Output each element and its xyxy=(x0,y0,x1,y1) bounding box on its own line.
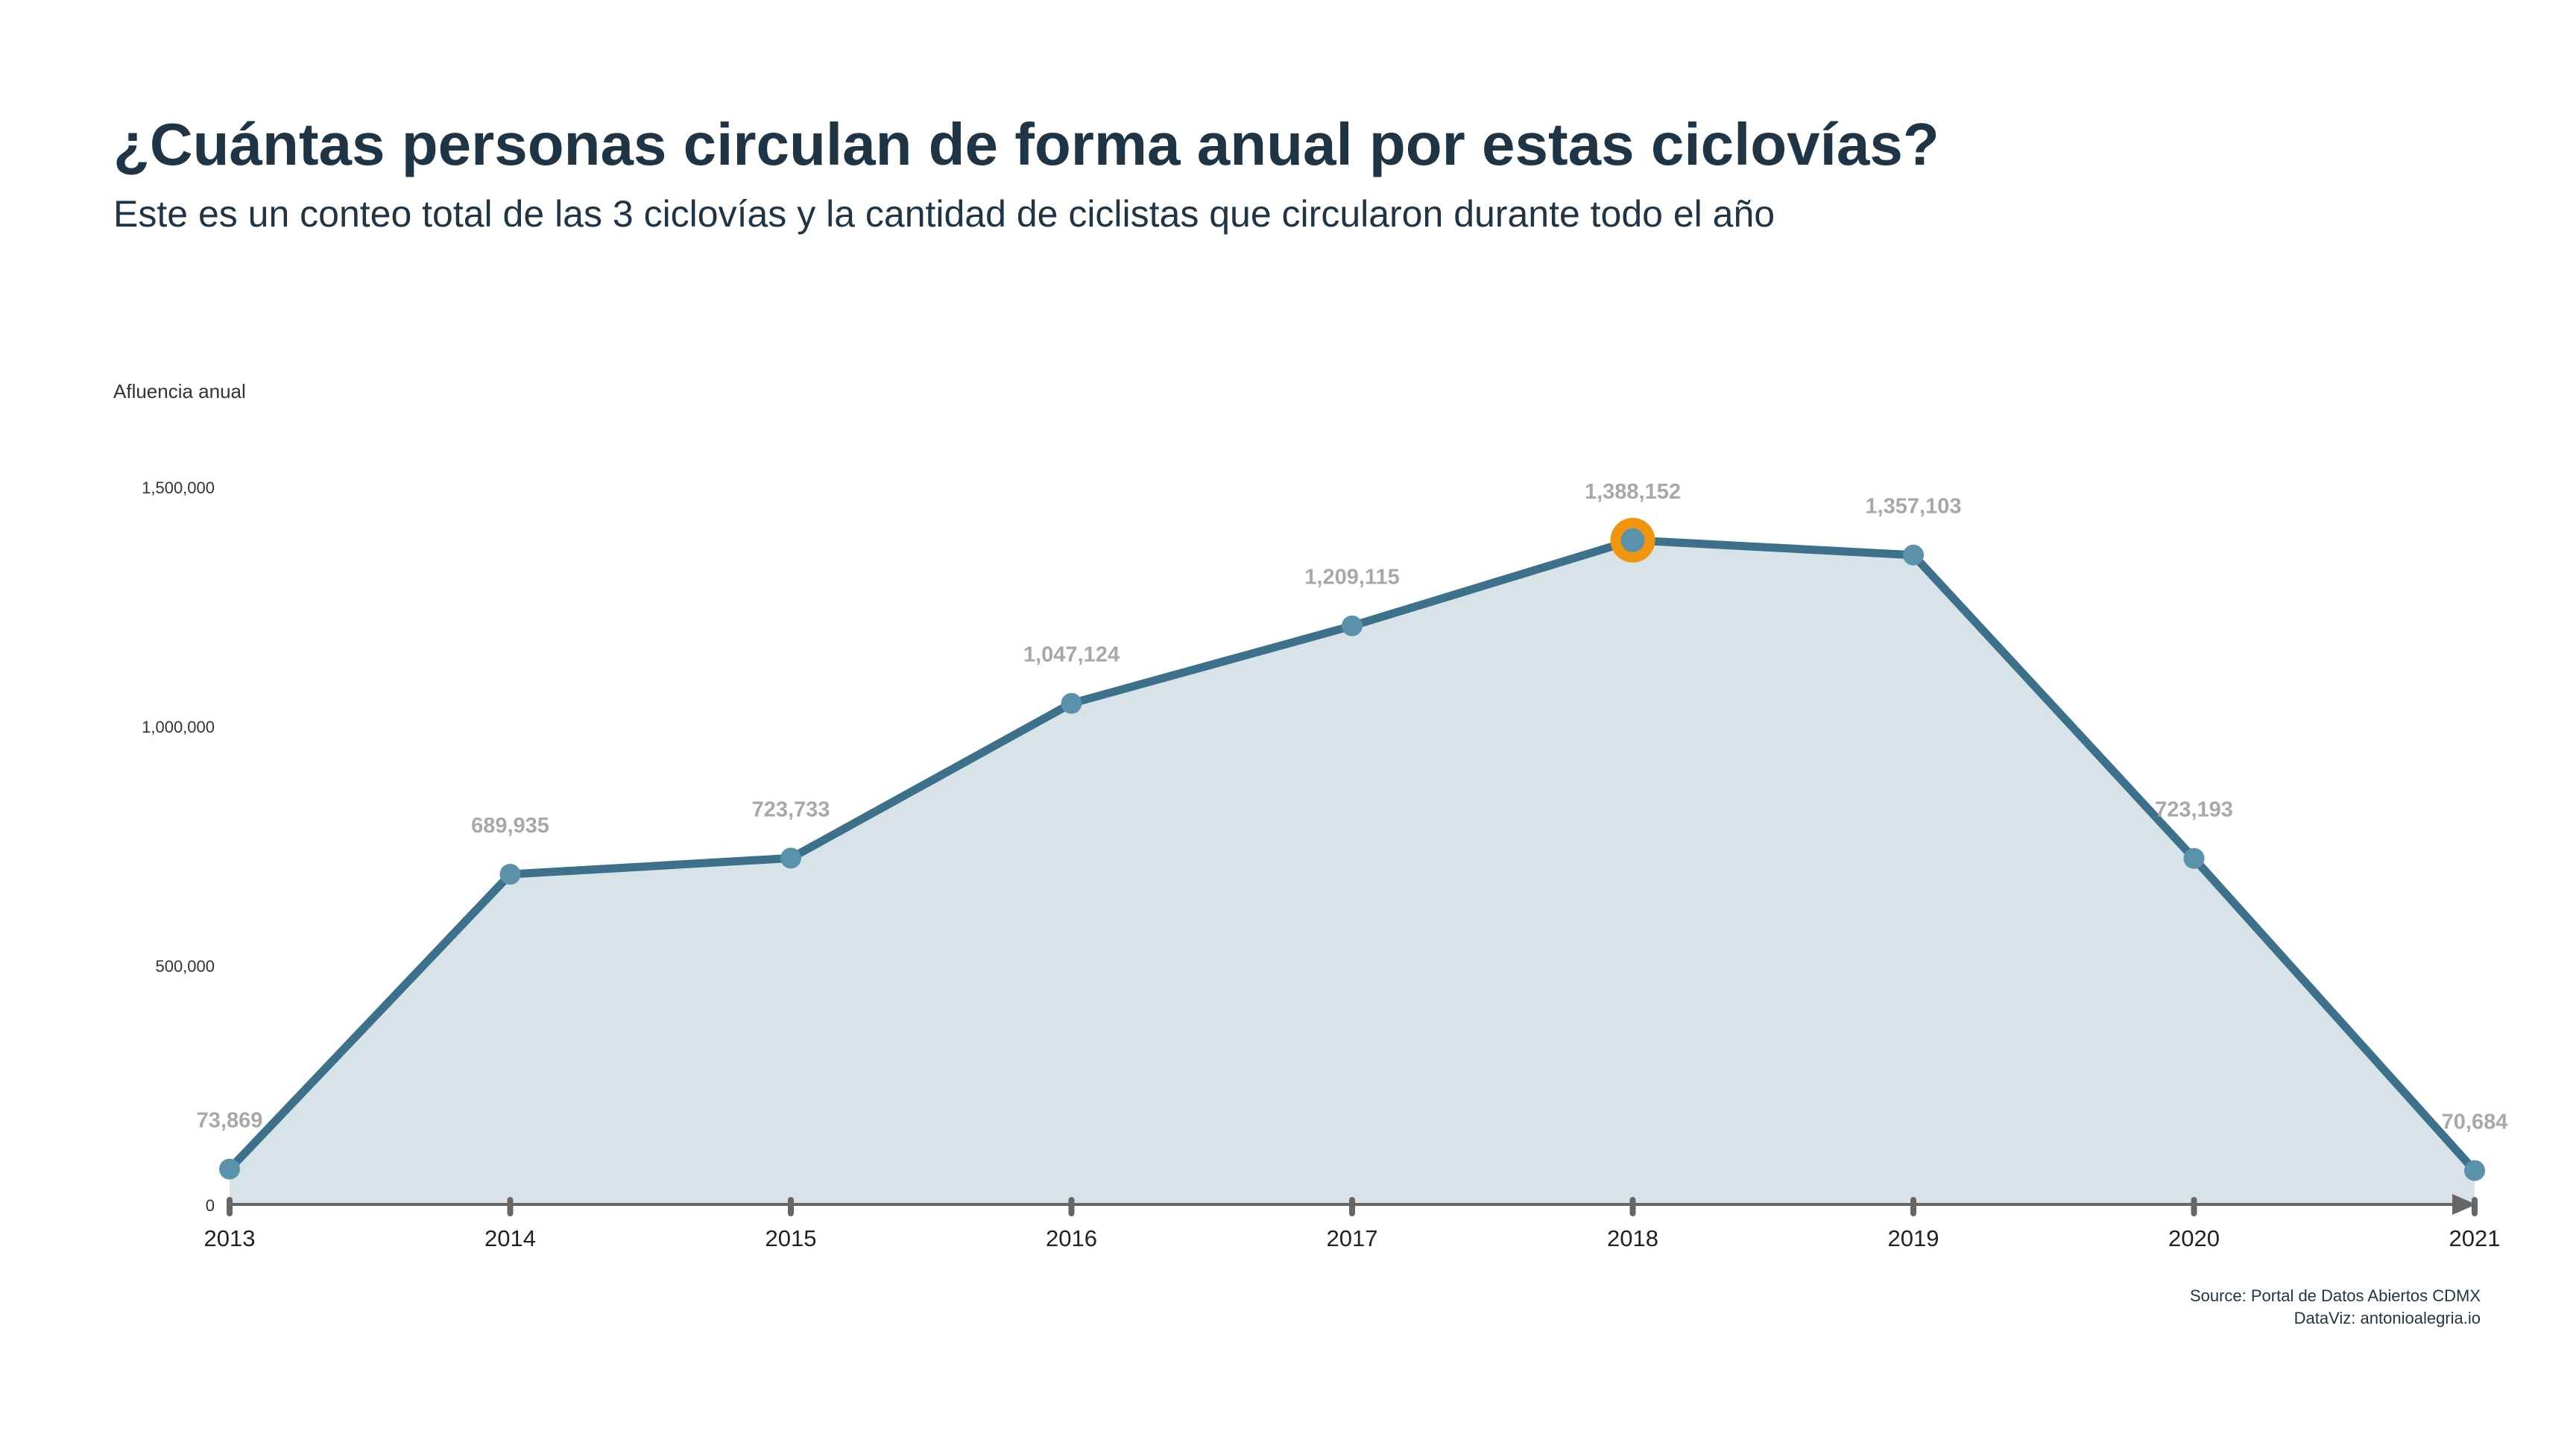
data-point xyxy=(1620,528,1645,552)
y-tick-label: 500,000 xyxy=(155,957,215,976)
credits: Source: Portal de Datos Abiertos CDMX Da… xyxy=(2190,1285,2481,1330)
data-label: 723,733 xyxy=(752,797,830,821)
area-fill xyxy=(230,540,2475,1204)
chart-title: ¿Cuántas personas circulan de forma anua… xyxy=(113,111,1939,177)
x-tick-label: 2017 xyxy=(1327,1225,1378,1251)
source-credit: Source: Portal de Datos Abiertos CDMX xyxy=(2189,1286,2481,1305)
data-label: 1,209,115 xyxy=(1304,566,1399,590)
data-point xyxy=(219,1158,240,1180)
data-label: 1,388,152 xyxy=(1585,480,1681,504)
data-point xyxy=(2464,1160,2485,1181)
data-point xyxy=(1903,544,1924,566)
x-axis-arrow-icon xyxy=(2452,1194,2476,1215)
x-tick-label: 2016 xyxy=(1046,1225,1097,1251)
data-point xyxy=(2183,847,2205,869)
x-tick-label: 2015 xyxy=(765,1225,817,1251)
data-point xyxy=(1061,692,1082,714)
x-tick-label: 2014 xyxy=(484,1225,536,1251)
data-point xyxy=(1342,615,1363,636)
data-point xyxy=(499,864,521,885)
y-tick-label: 1,500,000 xyxy=(142,478,215,497)
data-label: 689,935 xyxy=(471,814,549,838)
chart-subtitle: Este es un conteo total de las 3 cicloví… xyxy=(113,193,1775,235)
y-tick-label: 1,000,000 xyxy=(142,718,215,736)
dataviz-credit: DataViz: antonioalegria.io xyxy=(2294,1309,2481,1327)
x-tick-label: 2020 xyxy=(2168,1225,2220,1251)
data-label: 73,869 xyxy=(197,1109,263,1133)
data-label: 1,357,103 xyxy=(1865,495,1961,519)
x-tick-label: 2021 xyxy=(2449,1225,2501,1251)
data-label: 1,047,124 xyxy=(1023,643,1120,667)
data-label: 723,193 xyxy=(2155,798,2233,822)
x-tick-label: 2013 xyxy=(204,1225,256,1251)
x-tick-label: 2018 xyxy=(1607,1225,1658,1251)
x-tick-label: 2019 xyxy=(1888,1225,1939,1251)
data-point xyxy=(780,847,801,869)
y-axis-label: Afluencia anual xyxy=(113,380,246,402)
y-tick-label: 0 xyxy=(206,1196,215,1215)
data-label: 70,684 xyxy=(2442,1111,2508,1134)
